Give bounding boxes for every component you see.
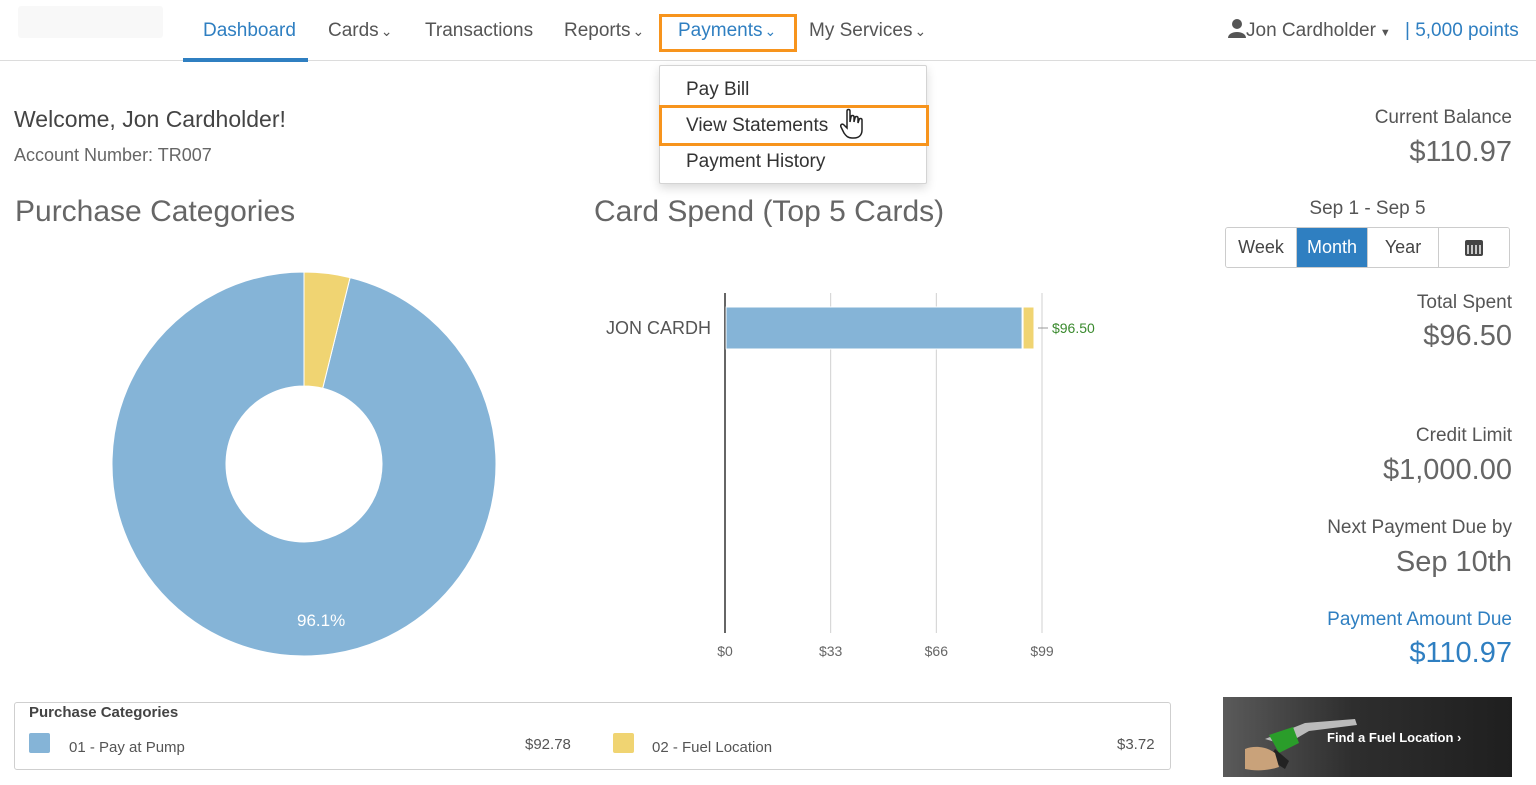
- nav-payments[interactable]: Payments ⌄: [678, 0, 776, 61]
- user-menu[interactable]: Jon Cardholder ▼: [1228, 0, 1391, 61]
- hand-pointer-icon: [840, 108, 863, 139]
- legend-value-pay-at-pump: $92.78: [525, 736, 571, 753]
- date-range: Sep 1 - Sep 5: [1309, 198, 1426, 219]
- card-spend-title: Card Spend (Top 5 Cards): [594, 195, 945, 228]
- card-spend-bar-chart: $0 $33 $66 $99 JON CARDH $96.50: [606, 293, 1095, 659]
- nav-reports-label: Reports: [564, 20, 631, 41]
- chevron-down-icon: ⌄: [632, 23, 645, 39]
- next-payment-due-label: Next Payment Due by: [1327, 517, 1512, 538]
- points-balance[interactable]: | 5,000 points: [1405, 20, 1519, 41]
- nav-dashboard-label: Dashboard: [203, 20, 296, 41]
- caret-down-icon: ▼: [1379, 27, 1391, 39]
- donut-data-label: 96.1%: [297, 611, 346, 630]
- bar-segment-1[interactable]: [725, 306, 1023, 350]
- legend-value-fuel-location: $3.72: [1117, 736, 1155, 753]
- find-fuel-location-banner[interactable]: Find a Fuel Location ›: [1223, 697, 1512, 777]
- purchase-categories-legend: Purchase Categories 01 - Pay at Pump $92…: [14, 702, 1171, 770]
- payments-dropdown: Pay Bill View Statements Payment History: [659, 65, 927, 184]
- user-name: Jon Cardholder: [1246, 20, 1376, 41]
- credit-limit-value: $1,000.00: [1382, 454, 1512, 486]
- period-selector: Week Month Year: [1225, 227, 1510, 268]
- payment-amount-due-value[interactable]: $110.97: [1409, 637, 1512, 669]
- legend-swatch-fuel-location: [613, 733, 634, 753]
- credit-limit-label: Credit Limit: [1415, 425, 1512, 446]
- menu-item-payment-history[interactable]: Payment History: [686, 151, 826, 172]
- x-tick-label: $99: [1030, 643, 1054, 659]
- bar-segment-2[interactable]: [1022, 306, 1035, 350]
- x-tick-label: $0: [717, 643, 733, 659]
- top-navbar: Dashboard Cards ⌄ Transactions Reports ⌄ P…: [0, 0, 1536, 62]
- legend-label-pay-at-pump: 01 - Pay at Pump: [69, 739, 185, 756]
- period-month-button[interactable]: Month: [1297, 228, 1368, 267]
- calendar-icon: [1465, 240, 1483, 257]
- nav-cards[interactable]: Cards ⌄: [328, 0, 392, 61]
- nav-cards-label: Cards: [328, 20, 379, 41]
- nav-dashboard[interactable]: Dashboard: [183, 0, 308, 62]
- nav-my-services[interactable]: My Services ⌄: [809, 0, 926, 61]
- donut-slice-2[interactable]: [303, 271, 351, 389]
- nav-payments-label: Payments: [678, 20, 763, 41]
- menu-item-view-statements[interactable]: View Statements: [686, 115, 829, 136]
- current-balance-value: $110.97: [1409, 136, 1512, 168]
- total-spent-value: $96.50: [1423, 320, 1512, 352]
- chevron-down-icon: ⌄: [914, 23, 927, 39]
- payment-amount-due-label[interactable]: Payment Amount Due: [1327, 609, 1512, 630]
- purchase-categories-title: Purchase Categories: [15, 195, 296, 228]
- user-icon: [1228, 19, 1246, 38]
- fuel-nozzle-icon: [1245, 719, 1357, 771]
- account-number: Account Number: TR007: [14, 145, 212, 165]
- bar-category-label: JON CARDH: [606, 318, 711, 338]
- chevron-down-icon: ⌄: [380, 23, 393, 39]
- welcome-heading: Welcome, Jon Cardholder!: [14, 106, 286, 132]
- calendar-button[interactable]: [1439, 228, 1509, 267]
- chevron-down-icon: ⌄: [764, 23, 777, 39]
- nav-transactions[interactable]: Transactions: [425, 0, 533, 61]
- period-year-button[interactable]: Year: [1368, 228, 1439, 267]
- menu-item-pay-bill[interactable]: Pay Bill: [686, 79, 750, 100]
- purchase-categories-donut-chart: [111, 271, 497, 657]
- period-week-button[interactable]: Week: [1226, 228, 1297, 267]
- legend-swatch-pay-at-pump: [29, 733, 50, 753]
- total-spent-label: Total Spent: [1416, 292, 1512, 313]
- legend-title: Purchase Categories: [29, 704, 179, 721]
- x-tick-label: $66: [925, 643, 949, 659]
- donut-slice-1[interactable]: [111, 271, 497, 657]
- next-payment-due-value: Sep 10th: [1395, 546, 1512, 578]
- current-balance-label: Current Balance: [1374, 107, 1512, 128]
- x-tick-label: $33: [819, 643, 843, 659]
- bar-total-label: $96.50: [1052, 320, 1095, 336]
- brand-logo[interactable]: [18, 6, 163, 38]
- legend-label-fuel-location: 02 - Fuel Location: [652, 739, 773, 756]
- nav-my-services-label: My Services: [809, 20, 913, 41]
- fuel-banner-text: Find a Fuel Location ›: [1327, 730, 1462, 745]
- nav-reports[interactable]: Reports ⌄: [564, 0, 644, 61]
- nav-transactions-label: Transactions: [425, 20, 534, 41]
